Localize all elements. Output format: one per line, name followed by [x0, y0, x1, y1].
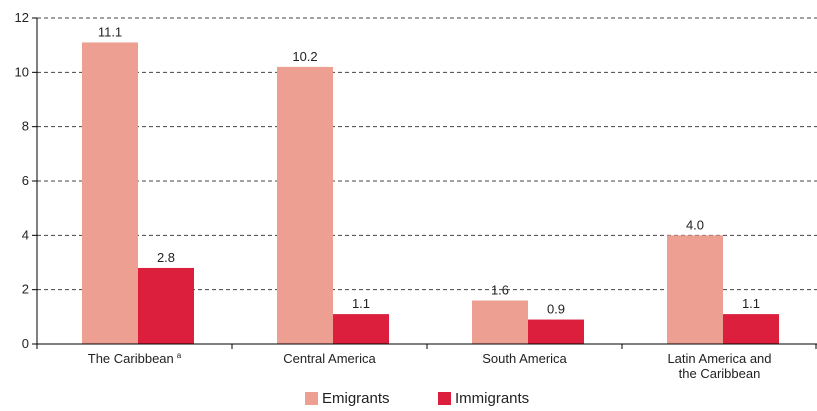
x-category-label: The Caribbean a	[88, 351, 182, 366]
bar-immigrants	[138, 267, 194, 344]
bar-immigrants	[528, 319, 584, 344]
y-tick-label: 4	[22, 227, 29, 242]
legend-item-immigrants: Immigrants	[438, 390, 529, 407]
data-label: 1.6	[491, 283, 509, 298]
data-label: 1.1	[352, 296, 370, 311]
legend-item-emigrants: Emigrants	[305, 390, 390, 407]
bar-emigrants	[667, 235, 723, 344]
bar-emigrants	[277, 66, 333, 345]
y-tick-label: 10	[15, 64, 29, 79]
y-tick-label: 12	[15, 10, 29, 25]
data-label: 10.2	[292, 49, 317, 64]
x-category-label: Latin America and the Caribbean	[667, 351, 771, 381]
data-label: 2.8	[157, 250, 175, 265]
legend: Emigrants Immigrants	[0, 390, 817, 410]
legend-label-immigrants: Immigrants	[455, 390, 530, 407]
y-tick-label: 0	[22, 336, 29, 351]
bar-emigrants	[82, 42, 138, 344]
x-axis: The Caribbean a Central America South Ameri…	[36, 343, 817, 381]
bar-emigrants	[472, 300, 528, 344]
bars	[82, 42, 779, 345]
y-tick-label: 2	[22, 282, 29, 297]
legend-swatch-immigrants	[438, 392, 451, 405]
legend-label-emigrants: Emigrants	[322, 390, 390, 407]
bar-immigrants	[333, 314, 389, 344]
data-labels: 11.1 2.8 10.2 1.1 1.6 0.9 4.0 1.1	[98, 24, 760, 316]
data-label: 4.0	[686, 217, 704, 232]
legend-swatch-emigrants	[305, 392, 318, 405]
bar-immigrants	[723, 314, 779, 344]
x-category-label: South America	[482, 351, 567, 366]
data-label: 0.9	[547, 302, 565, 317]
y-tick-label: 8	[22, 119, 29, 134]
data-label: 1.1	[742, 296, 760, 311]
x-category-label: Central America	[283, 351, 376, 366]
data-label: 11.1	[98, 24, 122, 39]
y-tick-label: 6	[22, 173, 29, 188]
y-axis: 0 2 4 6 8 10 12	[15, 10, 38, 351]
